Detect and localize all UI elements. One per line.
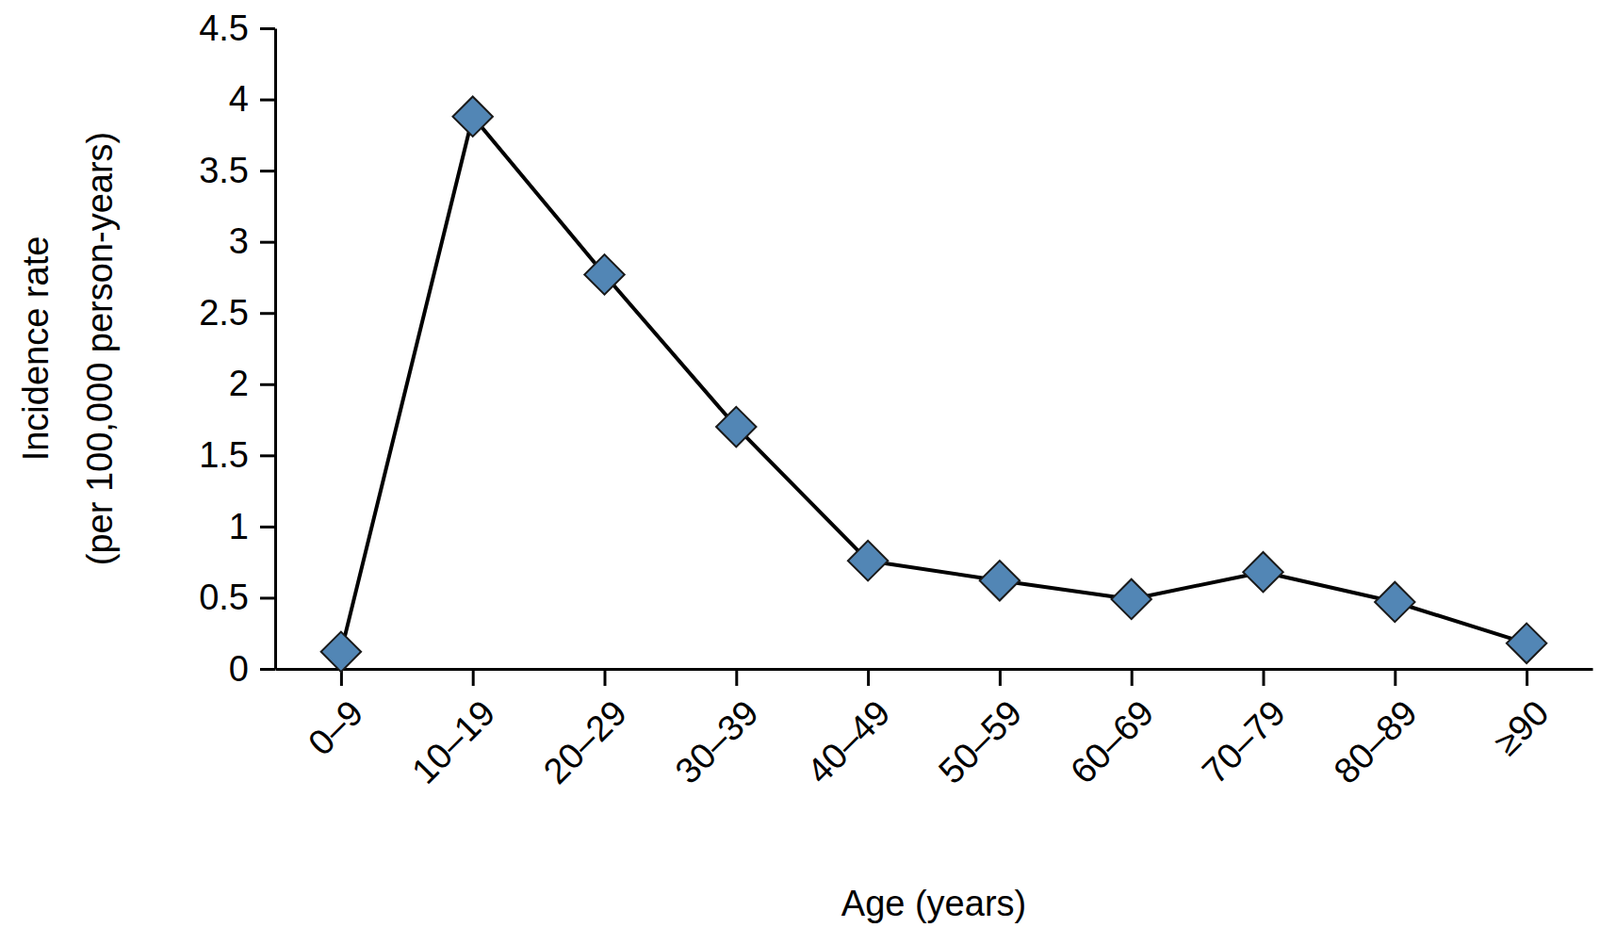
y-tick-mark [260, 169, 276, 173]
x-tick: 10–19 [404, 669, 503, 792]
chart: 0 0.5 1 1.5 2 2.5 3 3.5 4 4.5 0–9 10–19 20–29 30–39 40… [0, 0, 1600, 944]
y-tick-label: 4.5 [198, 8, 249, 49]
x-tick-mark [472, 669, 475, 686]
x-axis: 0–9 10–19 20–29 30–39 40–49 50–59 60–69 70–79 80… [276, 669, 1594, 792]
x-tick-label: 30–39 [667, 692, 766, 791]
x-tick-mark [1525, 669, 1529, 686]
x-tick-label: 40–49 [799, 692, 898, 791]
x-tick-mark [1262, 669, 1266, 686]
y-axis-title: (per 100,000 person-years) [80, 131, 120, 566]
data-point [321, 632, 361, 672]
y-tick-mark [260, 525, 276, 529]
y-axis-line [274, 29, 278, 670]
x-tick: 0–9 [300, 669, 372, 764]
data-point [452, 96, 492, 136]
data-point [716, 407, 756, 447]
x-tick-label: 50–59 [930, 692, 1029, 791]
x-tick: 40–49 [799, 669, 898, 792]
y-tick-label: 2 [228, 363, 249, 404]
y-tick-mark [260, 98, 276, 102]
data-point [979, 560, 1020, 601]
x-tick: 70–79 [1194, 669, 1293, 792]
data-point [848, 540, 888, 581]
data-line [341, 116, 1527, 653]
y-tick: 2 [228, 363, 276, 404]
y-tick-mark [260, 311, 276, 315]
y-tick-mark [260, 454, 276, 458]
x-tick-label: 80–89 [1325, 692, 1424, 791]
x-tick: ≥90 [1485, 669, 1556, 764]
y-tick-mark [260, 241, 276, 245]
y-tick-label: 3.5 [198, 150, 249, 191]
data-point [584, 254, 624, 294]
data-point [1242, 552, 1283, 592]
x-axis-title: Age (years) [841, 883, 1027, 924]
y-tick-mark [260, 383, 276, 387]
y-tick-label: 4 [228, 79, 249, 119]
y-tick: 1 [228, 506, 276, 547]
y-tick-mark [260, 27, 276, 31]
y-tick-label: 2.5 [198, 293, 249, 333]
data-point [1506, 623, 1547, 664]
x-tick-mark [1130, 669, 1134, 686]
x-tick: 30–39 [667, 669, 766, 792]
y-tick: 0.5 [198, 577, 276, 618]
y-tick: 3.5 [198, 150, 276, 191]
y-tick-mark [260, 596, 276, 600]
data-point [1110, 579, 1151, 620]
x-tick: 60–69 [1062, 669, 1161, 792]
x-tick-label: 20–29 [536, 692, 635, 791]
x-tick-mark [734, 669, 738, 686]
y-tick-label: 3 [228, 221, 249, 262]
y-tick-label: 0 [228, 649, 249, 689]
y-axis-title: Incidence rate [16, 236, 56, 462]
y-tick: 1.5 [198, 435, 276, 475]
x-tick-mark [998, 669, 1002, 686]
x-tick-label: ≥90 [1485, 692, 1556, 763]
x-tick-mark [1393, 669, 1397, 686]
y-tick: 0 [228, 649, 276, 689]
x-tick-mark [866, 669, 870, 686]
x-tick: 20–29 [536, 669, 635, 792]
y-tick: 2.5 [198, 293, 276, 333]
x-tick-label: 0–9 [300, 692, 372, 764]
y-tick: 4.5 [198, 8, 276, 49]
x-tick: 80–89 [1325, 669, 1424, 792]
y-tick-label: 1 [228, 506, 249, 547]
y-tick: 4 [228, 79, 276, 119]
data-point [1374, 582, 1415, 622]
y-tick-label: 0.5 [198, 577, 249, 618]
x-tick-label: 60–69 [1062, 692, 1161, 791]
x-tick: 50–59 [930, 669, 1029, 792]
y-tick-mark [260, 668, 276, 671]
y-tick-label: 1.5 [198, 435, 249, 475]
x-tick-mark [604, 669, 607, 686]
y-tick: 3 [228, 221, 276, 262]
plot-area [321, 96, 1548, 672]
x-tick-label: 70–79 [1194, 692, 1293, 791]
y-axis: 0 0.5 1 1.5 2 2.5 3 3.5 4 4.5 [198, 8, 276, 689]
x-tick-label: 10–19 [404, 692, 503, 791]
